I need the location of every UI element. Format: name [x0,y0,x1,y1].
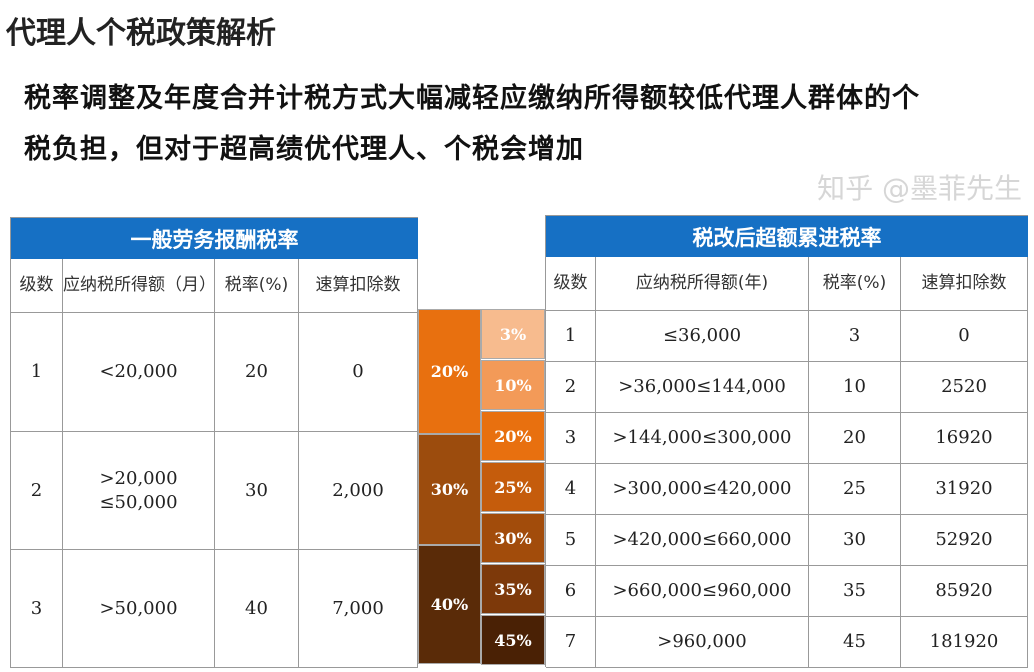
table-cell: >420,000≤660,000 [596,515,809,566]
column-header: 应纳税所得额(年) [596,257,809,311]
table-cell: 16920 [901,413,1028,464]
table-cell: 1 [546,311,596,362]
new-rate-block: 45% [481,615,545,665]
table-cell: 2 [546,362,596,413]
table-cell: >300,000≤420,000 [596,464,809,515]
table-title: 税改后超额累进税率 [546,216,1028,257]
column-header: 税率(%) [809,257,901,311]
table-cell: >660,000≤960,000 [596,566,809,617]
table-cell: 3 [11,550,63,668]
progressive-tax-table: 税改后超额累进税率 级数 应纳税所得额(年) 税率(%) 速算扣除数 1 ≤36,000 3… [545,215,1028,668]
table-cell: 40 [215,550,299,668]
new-rate-block: 30% [481,513,545,563]
table-cell: 31920 [901,464,1028,515]
table-cell: 4 [546,464,596,515]
table-cell: 3 [546,413,596,464]
table-cell: 10 [809,362,901,413]
watermark: 知乎 @墨菲先生 [817,172,1022,205]
table-cell: 30 [215,432,299,550]
page-title: 代理人个税政策解析 [6,16,276,51]
table-cell: 6 [546,566,596,617]
column-header: 级数 [11,259,63,313]
column-header: 应纳税所得额（月） [63,259,215,313]
table-cell: 25 [809,464,901,515]
table-cell: 35 [809,566,901,617]
table-cell: 3 [809,311,901,362]
table-cell: 2520 [901,362,1028,413]
table-cell: 52920 [901,515,1028,566]
old-rate-block: 30% [418,434,481,545]
table-cell: 0 [901,311,1028,362]
table-cell: 20 [215,313,299,432]
table-cell: 2 [11,432,63,550]
table-cell: 20 [809,413,901,464]
new-rate-block: 10% [481,360,545,410]
table-cell: 85920 [901,566,1028,617]
new-rate-block: 25% [481,462,545,512]
table-title: 一般劳务报酬税率 [11,218,418,259]
table-cell: 5 [546,515,596,566]
old-rate-block: 20% [418,309,481,434]
column-header: 级数 [546,257,596,311]
table-cell: 2,000 [299,432,418,550]
table-cell: 0 [299,313,418,432]
rate-comparison-bridge: 20% 30% 40% 3% 10% 20% 25% 30% 35% 45% [418,309,545,665]
new-rate-block: 3% [481,309,545,359]
table-cell: 7 [546,617,596,668]
table-cell: <20,000 [63,313,215,432]
subtitle-line-1: 税率调整及年度合并计税方式大幅减轻应缴纳所得额较低代理人群体的个 [24,83,920,114]
table-cell: 1 [11,313,63,432]
table-cell: ≤36,000 [596,311,809,362]
subtitle-line-2: 税负担，但对于超高绩优代理人、个税会增加 [24,134,584,165]
table-cell: 30 [809,515,901,566]
table-cell: 45 [809,617,901,668]
table-cell: 7,000 [299,550,418,668]
table-cell: >20,000 ≤50,000 [63,432,215,550]
table-cell: >50,000 [63,550,215,668]
new-rate-block: 35% [481,564,545,614]
old-rate-block: 40% [418,545,481,664]
column-header: 速算扣除数 [901,257,1028,311]
table-cell: >144,000≤300,000 [596,413,809,464]
general-labor-tax-table: 一般劳务报酬税率 级数 应纳税所得额（月） 税率(%) 速算扣除数 1 <20,000 20… [10,217,418,668]
column-header: 速算扣除数 [299,259,418,313]
table-cell: >36,000≤144,000 [596,362,809,413]
table-cell: >960,000 [596,617,809,668]
table-cell: 181920 [901,617,1028,668]
new-rate-block: 20% [481,411,545,461]
column-header: 税率(%) [215,259,299,313]
